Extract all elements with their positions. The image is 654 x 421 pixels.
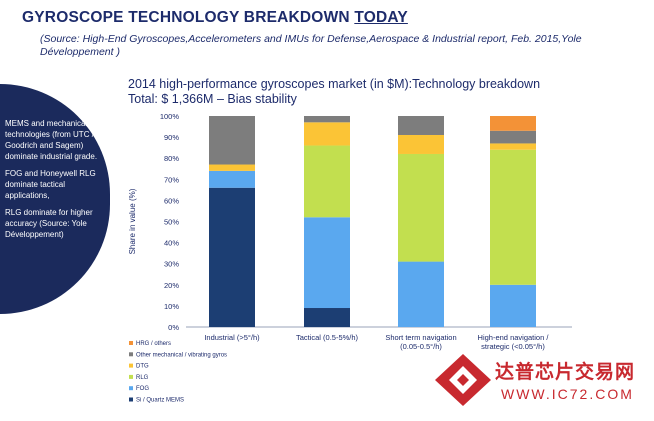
chart-subtitle: Total: $ 1,366M – Bias stability [128, 92, 297, 106]
legend-swatch [129, 341, 133, 345]
legend-swatch [129, 352, 133, 357]
chart-title: 2014 high-performance gyroscopes market … [128, 77, 541, 91]
x-tick-label: strategic (<0.05°/h) [481, 342, 545, 351]
slide-title-main: GYROSCOPE TECHNOLOGY BREAKDOWN [22, 9, 350, 26]
y-tick-label: 10% [164, 302, 179, 311]
y-tick-label: 50% [164, 218, 179, 227]
legend-label: FOG [136, 386, 149, 392]
slide-title-emphasis: TODAY [354, 9, 408, 26]
source-note: (Source: High-End Gyroscopes,Acceleromet… [40, 33, 582, 58]
y-tick-label: 100% [160, 112, 180, 121]
slide-title: GYROSCOPE TECHNOLOGY BREAKDOWN TODAY [22, 9, 408, 27]
sidebar-paragraph: FOG and Honeywell RLG dominate tactical … [5, 169, 96, 200]
bar-segment [304, 217, 350, 309]
bar-segment [304, 145, 350, 218]
legend-label: Si / Quartz MEMS [136, 398, 184, 404]
x-tick-label: Tactical (0.5-5%/h) [296, 333, 359, 342]
legend-swatch [129, 386, 133, 391]
bar-segment [209, 164, 255, 171]
sidebar-paragraph: MEMS and mechanical technologies (from U… [5, 119, 109, 161]
bar-segment [304, 308, 350, 327]
chart-title-block: 2014 high-performance gyroscopes market … [128, 77, 540, 107]
y-tick-label: 30% [164, 260, 179, 269]
sidebar-paragraph: RLG dominate for higher accuracy (Source… [5, 208, 93, 239]
bar-segment [304, 122, 350, 146]
bar-segment [209, 187, 255, 327]
legend-swatch [129, 363, 133, 368]
legend-swatch [129, 397, 133, 402]
watermark-text: 达普芯片交易网 [495, 361, 636, 383]
x-tick-label: Short term navigation [385, 333, 456, 342]
y-tick-label: 60% [164, 196, 179, 205]
y-tick-label: 90% [164, 133, 179, 142]
y-tick-label: 40% [164, 239, 179, 248]
bar-segment [209, 116, 255, 165]
x-tick-label: High-end navigation / [478, 333, 550, 342]
bar-segment [398, 153, 444, 262]
bar-segment [490, 143, 536, 150]
bar-segment [398, 261, 444, 327]
legend-label: HRG / others [136, 341, 171, 347]
watermark: 达普芯片交易网 WWW.IC72.COM [433, 352, 643, 412]
watermark-logo-icon [435, 354, 491, 406]
y-tick-label: 0% [168, 323, 179, 332]
bar-segment [490, 116, 536, 131]
bar-segment [398, 116, 444, 135]
bar-segment [490, 284, 536, 327]
legend-label: Other mechanical / vibrating gyros [136, 352, 227, 358]
y-axis-label: Share in value (%) [128, 188, 137, 254]
y-tick-label: 80% [164, 154, 179, 163]
watermark-url: WWW.IC72.COM [501, 386, 634, 402]
legend-label: RLG [136, 375, 149, 381]
bar-segment [490, 130, 536, 144]
legend-swatch [129, 374, 133, 379]
y-tick-label: 20% [164, 281, 179, 290]
legend-label: DTG [136, 364, 149, 370]
bar-segment [209, 170, 255, 188]
y-tick-label: 70% [164, 175, 179, 184]
x-tick-label: (0.05-0.5°/h) [400, 342, 442, 351]
bar-segment [490, 149, 536, 285]
x-tick-label: Industrial (>5°/h) [204, 333, 260, 342]
bar-segment [304, 116, 350, 123]
bar-segment [398, 134, 444, 154]
